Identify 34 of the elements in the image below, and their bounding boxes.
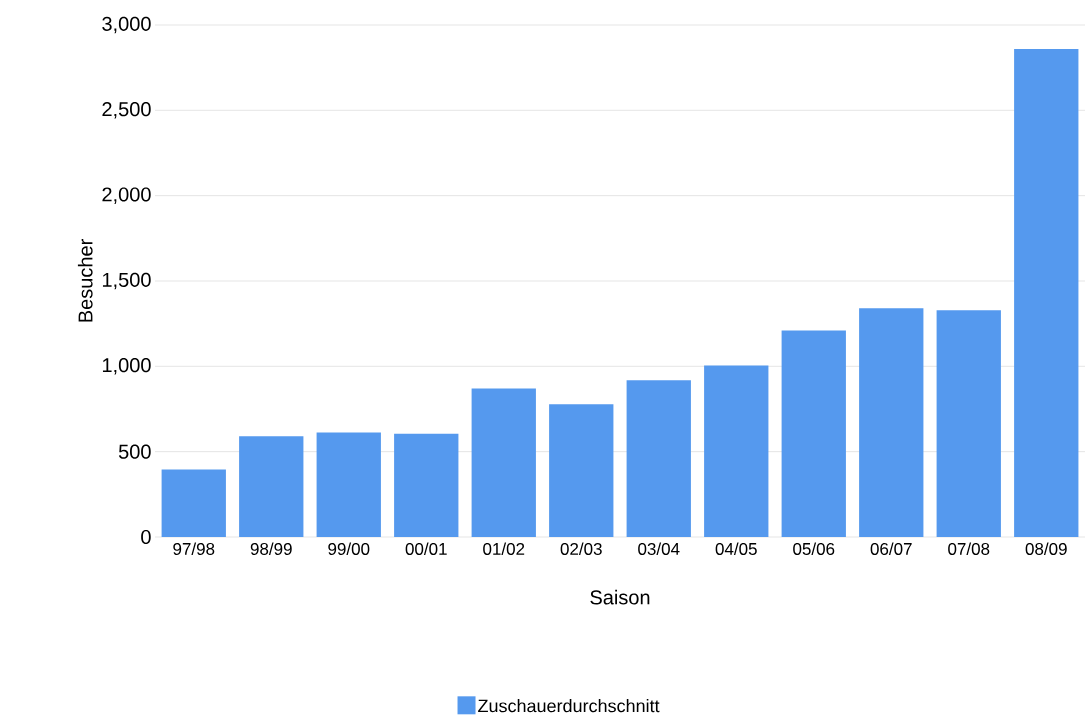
x-tick-label: 99/00 <box>328 542 370 555</box>
x-tick-label: 04/05 <box>715 542 757 555</box>
y-axis-title: Besucher <box>77 239 93 322</box>
bar <box>936 310 1001 537</box>
bar <box>316 432 381 537</box>
bar <box>1014 48 1079 537</box>
bar <box>704 365 769 537</box>
x-tick-label: 00/01 <box>405 542 447 555</box>
legend-label: Zuschauerdurchschnitt <box>478 699 660 713</box>
bar <box>239 436 304 537</box>
y-tick-label: 500 <box>118 444 151 459</box>
y-tick-label: 2,500 <box>102 102 151 119</box>
x-axis-title: Saison <box>590 589 650 605</box>
y-tick-label: 3,000 <box>102 16 151 34</box>
bar <box>394 433 459 537</box>
y-tick-label: 0 <box>141 529 151 545</box>
bar <box>549 404 614 537</box>
x-tick-label: 06/07 <box>870 542 912 555</box>
y-tick-label: 1,000 <box>102 358 151 375</box>
bar <box>859 308 924 537</box>
x-tick-label: 01/02 <box>483 542 525 555</box>
bar <box>626 380 691 537</box>
x-tick-label: 05/06 <box>793 542 835 555</box>
bar <box>471 388 536 537</box>
y-tick-label: 2,000 <box>102 187 151 204</box>
x-tick-label: 02/03 <box>560 542 602 555</box>
x-tick-label: 98/99 <box>250 542 292 555</box>
y-tick-label: 1,500 <box>102 272 151 290</box>
bar <box>781 330 846 537</box>
x-tick-label: 07/08 <box>948 542 990 555</box>
bar <box>161 469 226 537</box>
x-tick-label: 97/98 <box>173 542 215 555</box>
x-tick-label: 08/09 <box>1025 542 1067 555</box>
x-tick-label: 03/04 <box>638 542 680 555</box>
